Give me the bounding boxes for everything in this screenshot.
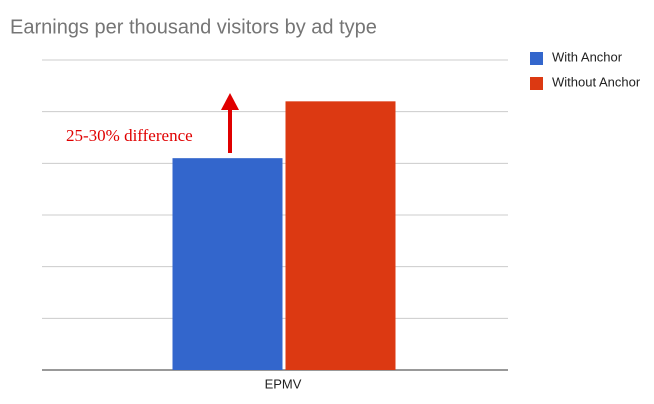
legend-swatch — [530, 77, 543, 90]
legend-swatch — [530, 52, 543, 65]
legend-label: Without Anchor — [552, 74, 641, 89]
bar — [285, 101, 396, 370]
chart-title: Earnings per thousand visitors by ad typ… — [10, 16, 377, 38]
annotation: 25-30% difference — [66, 126, 193, 145]
annotation-arrow-head — [221, 93, 239, 110]
x-tick-label: EPMV — [265, 376, 302, 391]
bar — [172, 158, 283, 370]
legend-label: With Anchor — [552, 49, 623, 64]
